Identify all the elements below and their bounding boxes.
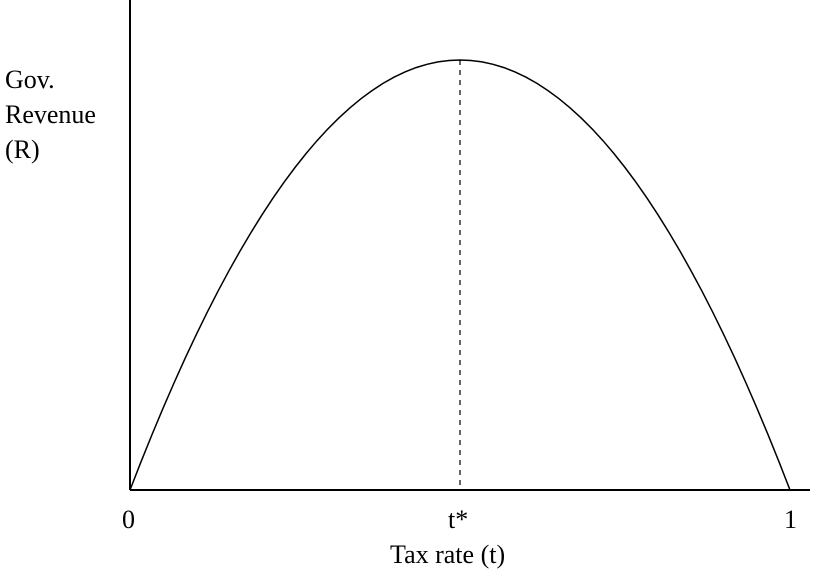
x-tick-tstar: t* <box>448 505 468 535</box>
y-axis-label: Gov. Revenue (R) <box>5 62 96 167</box>
x-tick-zero: 0 <box>122 505 135 535</box>
x-axis-label: Tax rate (t) <box>390 540 505 570</box>
laffer-curve-chart: Gov. Revenue (R) 0 t* 1 Tax rate (t) <box>0 0 831 585</box>
y-axis-label-line2: Revenue <box>5 97 96 132</box>
chart-svg <box>0 0 831 585</box>
x-tick-one: 1 <box>784 505 797 535</box>
y-axis-label-line3: (R) <box>5 132 96 167</box>
y-axis-label-line1: Gov. <box>5 62 96 97</box>
